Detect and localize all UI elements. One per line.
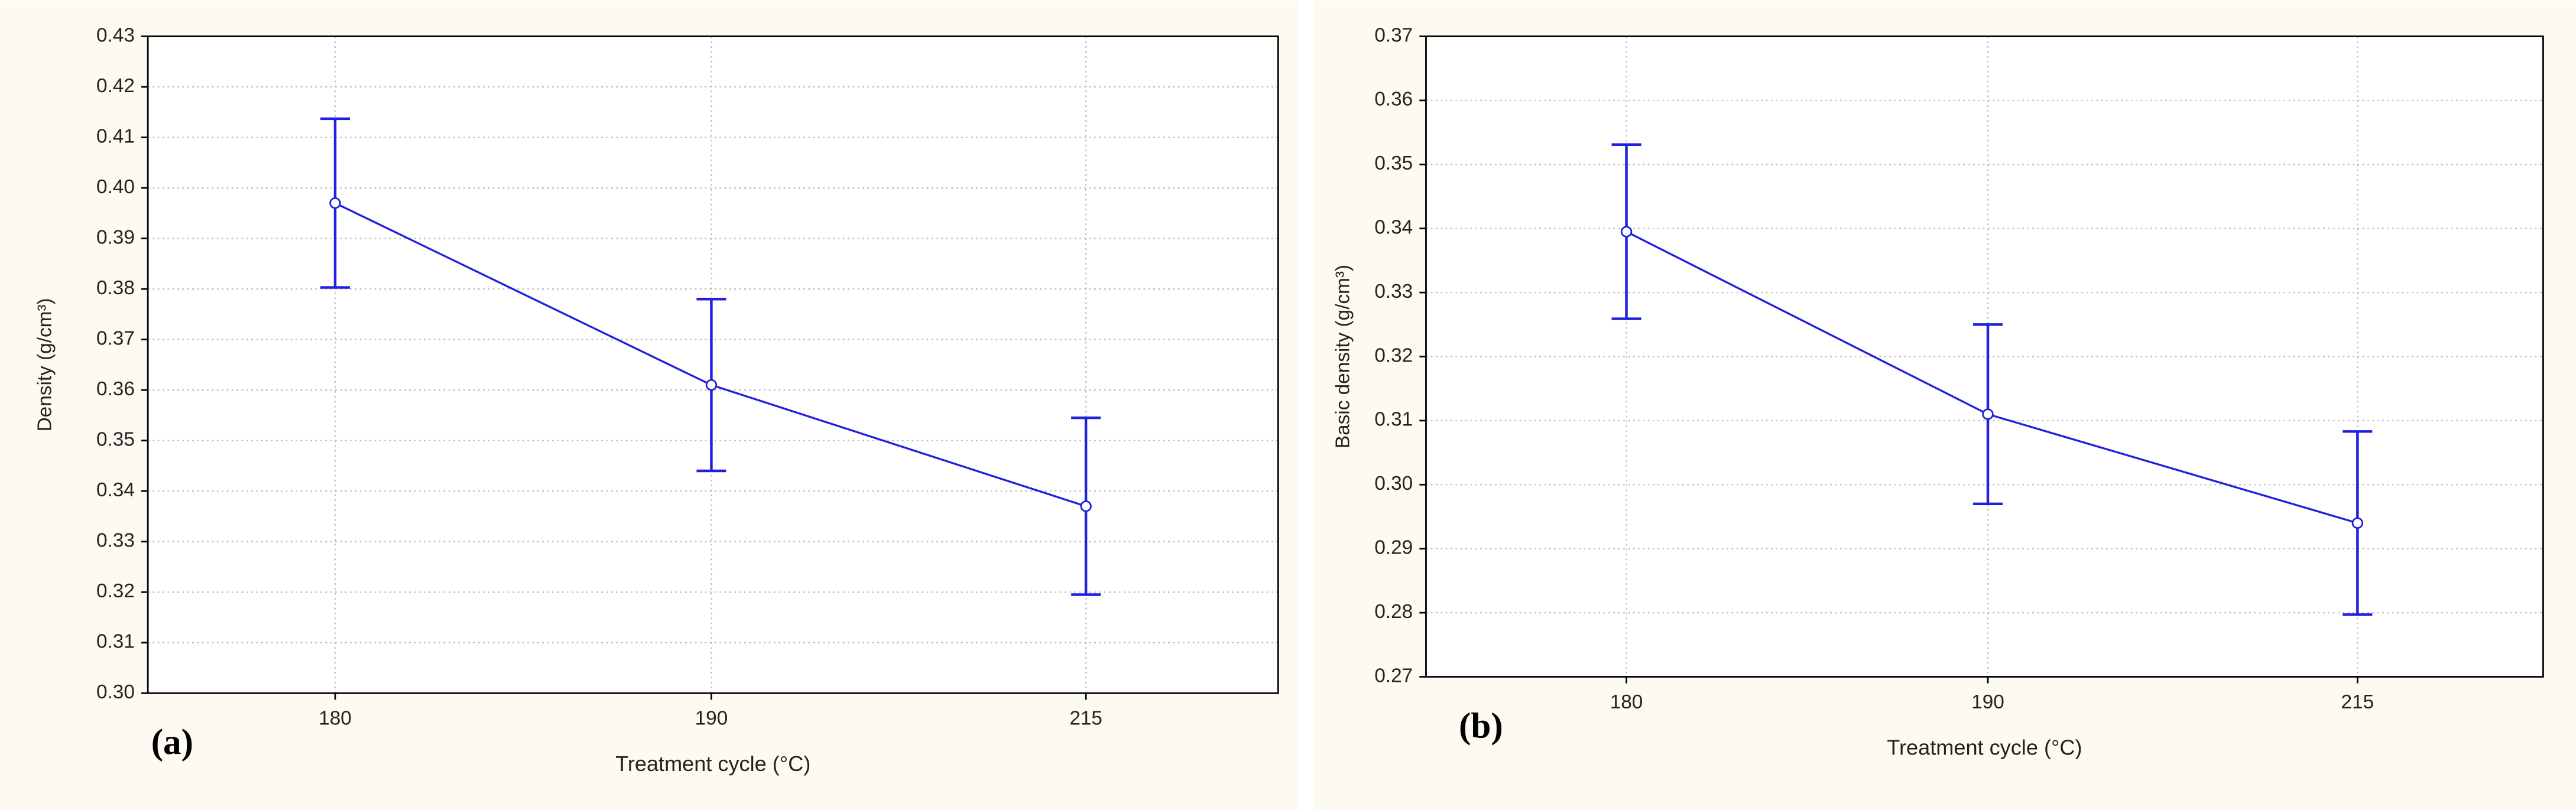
plot-frame (1425, 35, 2544, 678)
y-tick-label: 0.31 (96, 631, 135, 653)
x-tick-label: 180 (319, 708, 352, 730)
y-tick-label: 0.34 (1374, 217, 1413, 239)
y-tick-label: 0.31 (1374, 409, 1413, 431)
x-axis-label: Treatment cycle (°C) (1887, 735, 2082, 759)
y-tick-label: 0.27 (1374, 665, 1413, 687)
y-tick-label: 0.35 (1374, 152, 1413, 174)
y-tick-label: 0.37 (1374, 24, 1413, 46)
y-tick-label: 0.30 (96, 681, 135, 703)
y-tick-label: 0.33 (96, 530, 135, 552)
y-tick-label: 0.33 (1374, 281, 1413, 302)
y-tick-label: 0.30 (1374, 473, 1413, 495)
y-tick-label: 0.39 (96, 226, 135, 248)
plot-area (148, 36, 1279, 694)
data-point (329, 197, 341, 209)
y-tick-label: 0.34 (96, 479, 135, 501)
y-tick-label: 0.41 (96, 125, 135, 147)
x-tick-label: 215 (1069, 708, 1102, 730)
x-tick-label: 190 (1971, 691, 2004, 713)
x-axis-label: Treatment cycle (°C) (615, 752, 810, 776)
y-tick-label: 0.40 (96, 176, 135, 198)
y-tick-label: 0.28 (1374, 601, 1413, 623)
y-tick-label: 0.29 (1374, 537, 1413, 559)
y-tick-label: 0.36 (96, 378, 135, 400)
y-tick-label: 0.38 (96, 277, 135, 299)
data-point (2351, 517, 2364, 529)
panel-label: (a) (151, 723, 193, 762)
panel-label: (b) (1459, 706, 1503, 746)
plot-frame (147, 35, 1279, 694)
y-tick-label: 0.36 (1374, 89, 1413, 110)
y-tick-label: 0.32 (96, 580, 135, 602)
x-tick-label: 180 (1610, 691, 1643, 713)
y-tick-label: 0.32 (1374, 344, 1413, 366)
y-axis-label: Density (g/cm³) (34, 298, 56, 431)
y-tick-label: 0.43 (96, 24, 135, 46)
data-point (705, 379, 718, 391)
x-tick-label: 190 (695, 708, 728, 730)
x-tick-label: 215 (2341, 691, 2374, 713)
y-axis-label: Basic density (g/cm³) (1332, 265, 1354, 448)
data-point (1982, 408, 1994, 420)
data-point (1080, 500, 1092, 512)
y-tick-label: 0.35 (96, 428, 135, 450)
y-tick-label: 0.37 (96, 327, 135, 349)
data-point (1620, 226, 1633, 238)
y-tick-label: 0.42 (96, 75, 135, 97)
